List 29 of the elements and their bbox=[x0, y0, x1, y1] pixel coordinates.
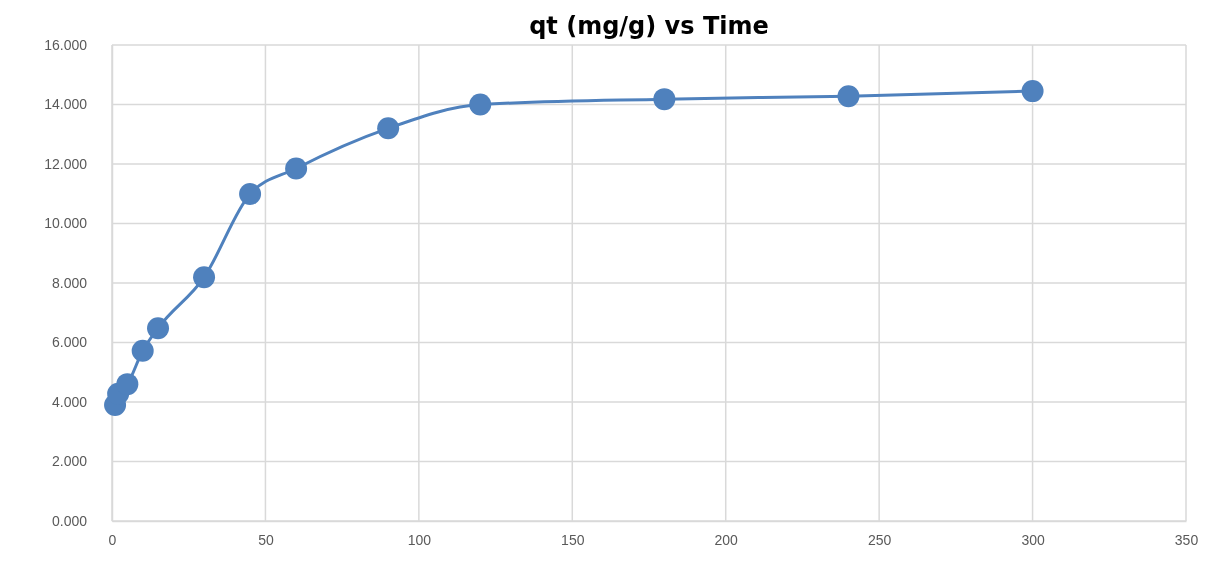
x-tick-label: 350 bbox=[1174, 531, 1199, 548]
y-tick-label: 14.000 bbox=[44, 96, 88, 113]
y-tick-label: 10.000 bbox=[44, 215, 88, 232]
x-tick-label: 100 bbox=[407, 531, 432, 548]
y-tick-label: 2.000 bbox=[51, 453, 88, 470]
x-tick-label: 50 bbox=[258, 531, 274, 548]
point bbox=[653, 88, 676, 111]
y-tick-label: 0.000 bbox=[51, 512, 88, 529]
point bbox=[1021, 80, 1044, 103]
point bbox=[837, 85, 860, 108]
point bbox=[131, 339, 154, 362]
y-tick-label: 16.000 bbox=[44, 36, 88, 53]
chart-title: qt (mg/g) vs Time bbox=[529, 12, 769, 40]
x-tick-label: 200 bbox=[714, 531, 739, 548]
x-tick-label: 250 bbox=[867, 531, 892, 548]
point bbox=[285, 157, 308, 180]
point bbox=[377, 117, 400, 140]
point bbox=[239, 183, 262, 206]
y-tick-label: 12.000 bbox=[44, 155, 88, 172]
y-tick-label: 8.000 bbox=[51, 274, 88, 291]
x-tick-label: 300 bbox=[1021, 531, 1045, 548]
y-tick-label: 4.000 bbox=[51, 393, 88, 410]
point bbox=[147, 317, 170, 340]
point bbox=[193, 266, 216, 289]
y-tick-label: 6.000 bbox=[51, 334, 88, 351]
x-tick-label: 150 bbox=[561, 531, 585, 548]
point bbox=[116, 373, 139, 396]
x-tick-label: 0 bbox=[108, 531, 117, 548]
point bbox=[469, 93, 492, 116]
